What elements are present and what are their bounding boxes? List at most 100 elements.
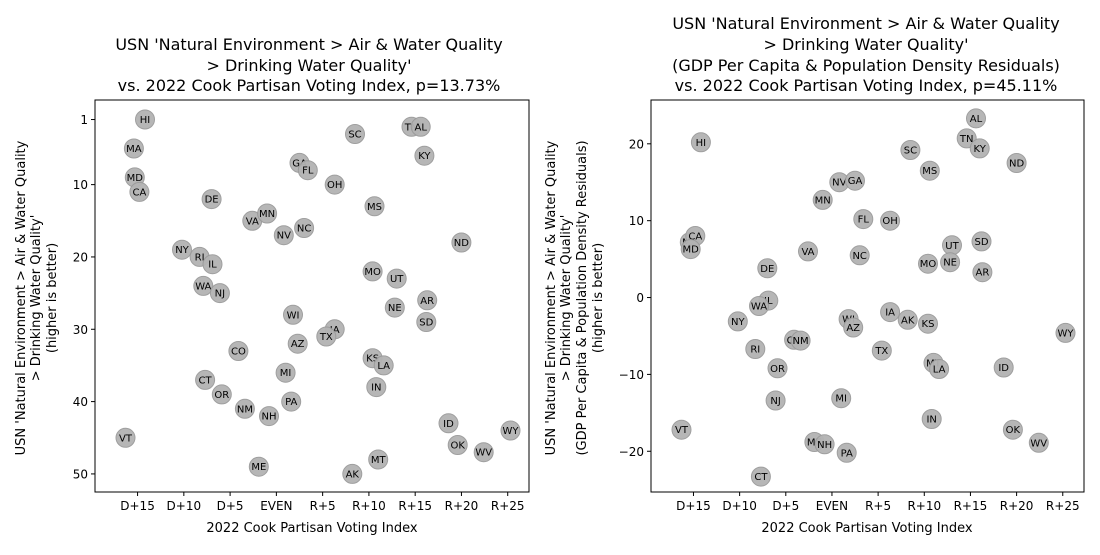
point-label: UT — [390, 274, 404, 285]
data-point — [798, 241, 818, 262]
point-label: AL — [414, 122, 427, 133]
y-tick-label: −10 — [619, 368, 644, 382]
chart-title-line: > Drinking Water Quality' — [206, 56, 411, 75]
data-point — [1055, 322, 1076, 343]
data-point — [749, 296, 769, 316]
y-tick-label: 20 — [73, 250, 88, 264]
point-label: HI — [696, 138, 706, 149]
data-point — [414, 145, 435, 166]
point-label: MD — [683, 245, 700, 256]
point-label: NE — [943, 258, 957, 269]
x-axis-label: 2022 Cook Partisan Voting Index — [761, 521, 973, 536]
point-label: SC — [904, 146, 917, 157]
data-point — [451, 232, 472, 253]
point-label: ID — [443, 419, 454, 430]
point-label: OK — [450, 441, 465, 452]
data-point — [919, 160, 940, 181]
data-point — [362, 261, 383, 282]
data-point — [871, 340, 892, 361]
point-label: MO — [920, 259, 937, 270]
point-label: ND — [454, 238, 469, 249]
data-point — [849, 245, 870, 266]
data-point — [690, 132, 711, 153]
point-label: GA — [292, 158, 307, 169]
point-label: DE — [760, 264, 774, 275]
point-label: RI — [750, 345, 760, 356]
point-label: NE — [388, 303, 402, 314]
data-point — [287, 333, 308, 354]
point-label: NV — [832, 178, 846, 189]
point-label: TX — [319, 332, 333, 343]
point-label: KY — [974, 144, 987, 155]
data-point — [283, 304, 303, 325]
point-label: IN — [371, 383, 381, 394]
y-tick-label: 50 — [73, 467, 88, 481]
point-label: MS — [922, 166, 937, 177]
point-label: NM — [237, 404, 253, 415]
chart-title-line: (GDP Per Capita & Population Density Res… — [672, 56, 1060, 75]
y-tick-label: −20 — [619, 445, 644, 459]
point-label: KY — [418, 151, 431, 162]
point-label: VT — [119, 433, 133, 444]
point-label: NH — [817, 440, 832, 451]
point-label: SD — [974, 237, 988, 248]
data-point — [172, 239, 192, 260]
point-label: PA — [841, 448, 853, 459]
data-point — [969, 138, 990, 159]
scatter-points: HIMAMDCADEVAMNNVNCNYRIILWANJGAFLOHSCMSTN… — [115, 109, 521, 484]
point-label: UT — [945, 241, 959, 252]
data-point — [123, 138, 144, 159]
point-label: WV — [1030, 438, 1047, 449]
data-point — [831, 388, 852, 409]
data-point — [129, 181, 150, 202]
data-point — [812, 189, 833, 210]
axis-ticks: D+15 D+10 D+5 EVEN R+5 R+10 R+15 R+20 R+25 −20 −10… — [619, 137, 1080, 513]
data-point — [447, 435, 468, 455]
point-label: IA — [885, 308, 895, 319]
data-point — [971, 231, 992, 252]
data-point — [438, 413, 459, 434]
point-label: FL — [858, 215, 870, 226]
point-label: LA — [377, 361, 390, 372]
point-label: TX — [874, 346, 888, 357]
point-label: WV — [475, 448, 492, 459]
data-point — [316, 326, 337, 347]
point-label: OK — [1006, 425, 1021, 436]
data-point — [671, 419, 692, 440]
point-label: CT — [754, 472, 768, 483]
point-label: IL — [208, 260, 217, 271]
data-point — [417, 290, 438, 311]
data-point — [275, 362, 296, 383]
data-point — [193, 275, 214, 296]
data-point — [1028, 432, 1049, 453]
point-label: SC — [348, 130, 361, 141]
point-label: ME — [807, 438, 822, 449]
data-point — [473, 442, 494, 463]
data-point — [1006, 153, 1027, 173]
data-point — [966, 108, 986, 129]
data-point — [373, 355, 394, 376]
point-label: CA — [688, 232, 702, 243]
point-label: NC — [852, 251, 866, 262]
data-point — [836, 442, 857, 463]
point-label: WA — [751, 302, 767, 313]
chart-title-line: USN 'Natural Environment > Air & Water Q… — [115, 35, 502, 54]
plot-frame — [94, 99, 530, 493]
data-point — [384, 297, 405, 318]
point-label: NJ — [770, 396, 780, 407]
point-label: NV — [277, 231, 291, 242]
chart-right: USN 'Natural Environment > Air & Water Q… — [544, 14, 1085, 536]
point-label: MD — [127, 173, 144, 184]
data-point — [897, 309, 918, 330]
y-axis-label-line: USN 'Natural Environment > Air & Water Q… — [14, 140, 29, 455]
point-label: IA — [330, 325, 340, 336]
y-tick-label: 0 — [636, 291, 644, 305]
data-point — [342, 463, 363, 484]
y-axis-label-line: (higher is better) — [591, 243, 606, 353]
point-label: TN — [959, 134, 974, 145]
x-tick-label: R+20 — [1000, 499, 1034, 513]
data-point — [195, 369, 216, 390]
point-label: MS — [367, 202, 382, 213]
y-tick-label: 10 — [629, 214, 644, 228]
